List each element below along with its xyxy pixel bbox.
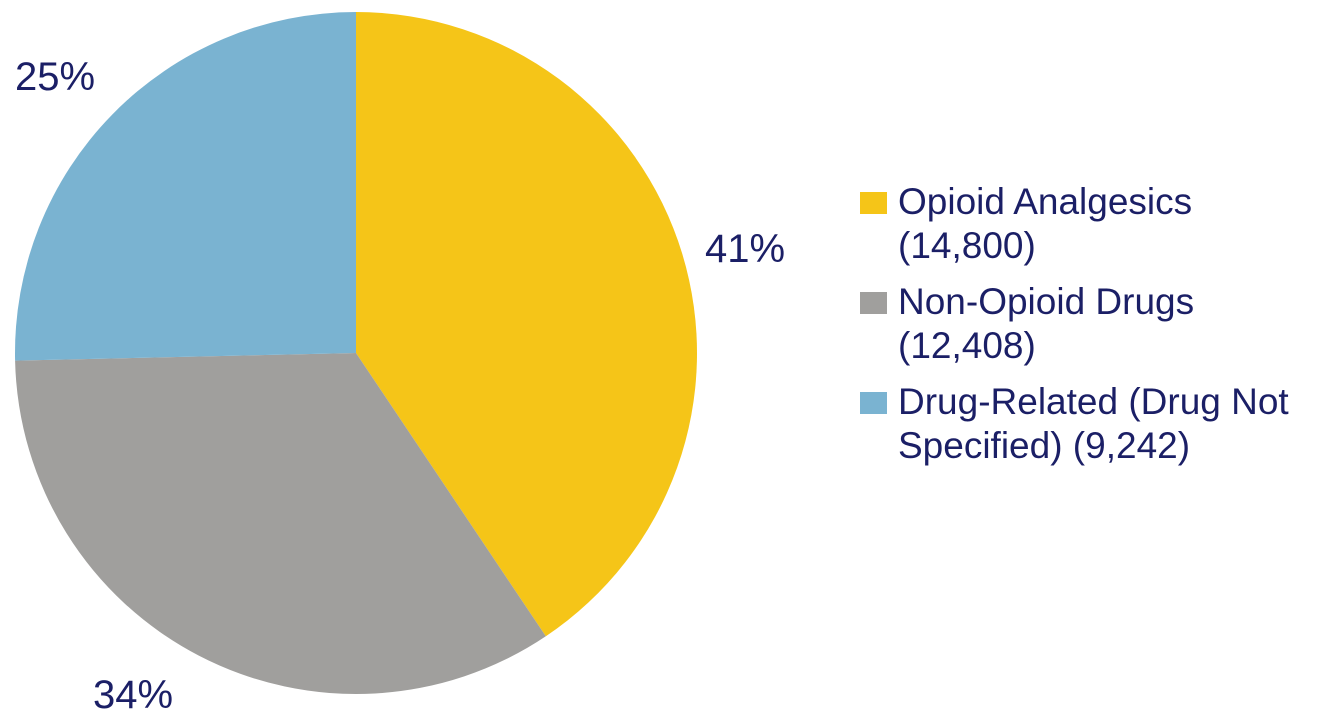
pct-label-non-opioid-drugs: 34%: [93, 673, 173, 717]
legend-item-drug-related: Drug-Related (Drug Not Specified) (9,242…: [860, 380, 1320, 468]
pie-slice-drug-related: [14, 12, 356, 361]
legend-item-non-opioid-drugs: Non-Opioid Drugs (12,408): [860, 280, 1320, 368]
pie-slice-non-opioid-drugs: [15, 353, 546, 694]
legend-swatch-opioid-analgesics: [860, 192, 887, 214]
legend-swatch-non-opioid-drugs: [860, 292, 887, 314]
pie-slices: [14, 12, 698, 694]
legend-label-non-opioid-drugs: Non-Opioid Drugs (12,408): [898, 281, 1195, 366]
pie-labels: 41% 34% 25%: [15, 55, 785, 717]
legend-item-opioid-analgesics: Opioid Analgesics (14,800): [860, 180, 1320, 268]
pct-label-opioid-analgesics: 41%: [705, 227, 785, 271]
pie-slice-opioid-analgesics: [356, 12, 698, 637]
legend-label-opioid-analgesics: Opioid Analgesics (14,800): [898, 181, 1193, 266]
legend: Opioid Analgesics (14,800) Non-Opioid Dr…: [860, 180, 1320, 480]
legend-swatch-drug-related: [860, 392, 887, 414]
pct-label-drug-related: 25%: [15, 55, 95, 99]
legend-label-drug-related: Drug-Related (Drug Not Specified) (9,242…: [898, 381, 1289, 466]
